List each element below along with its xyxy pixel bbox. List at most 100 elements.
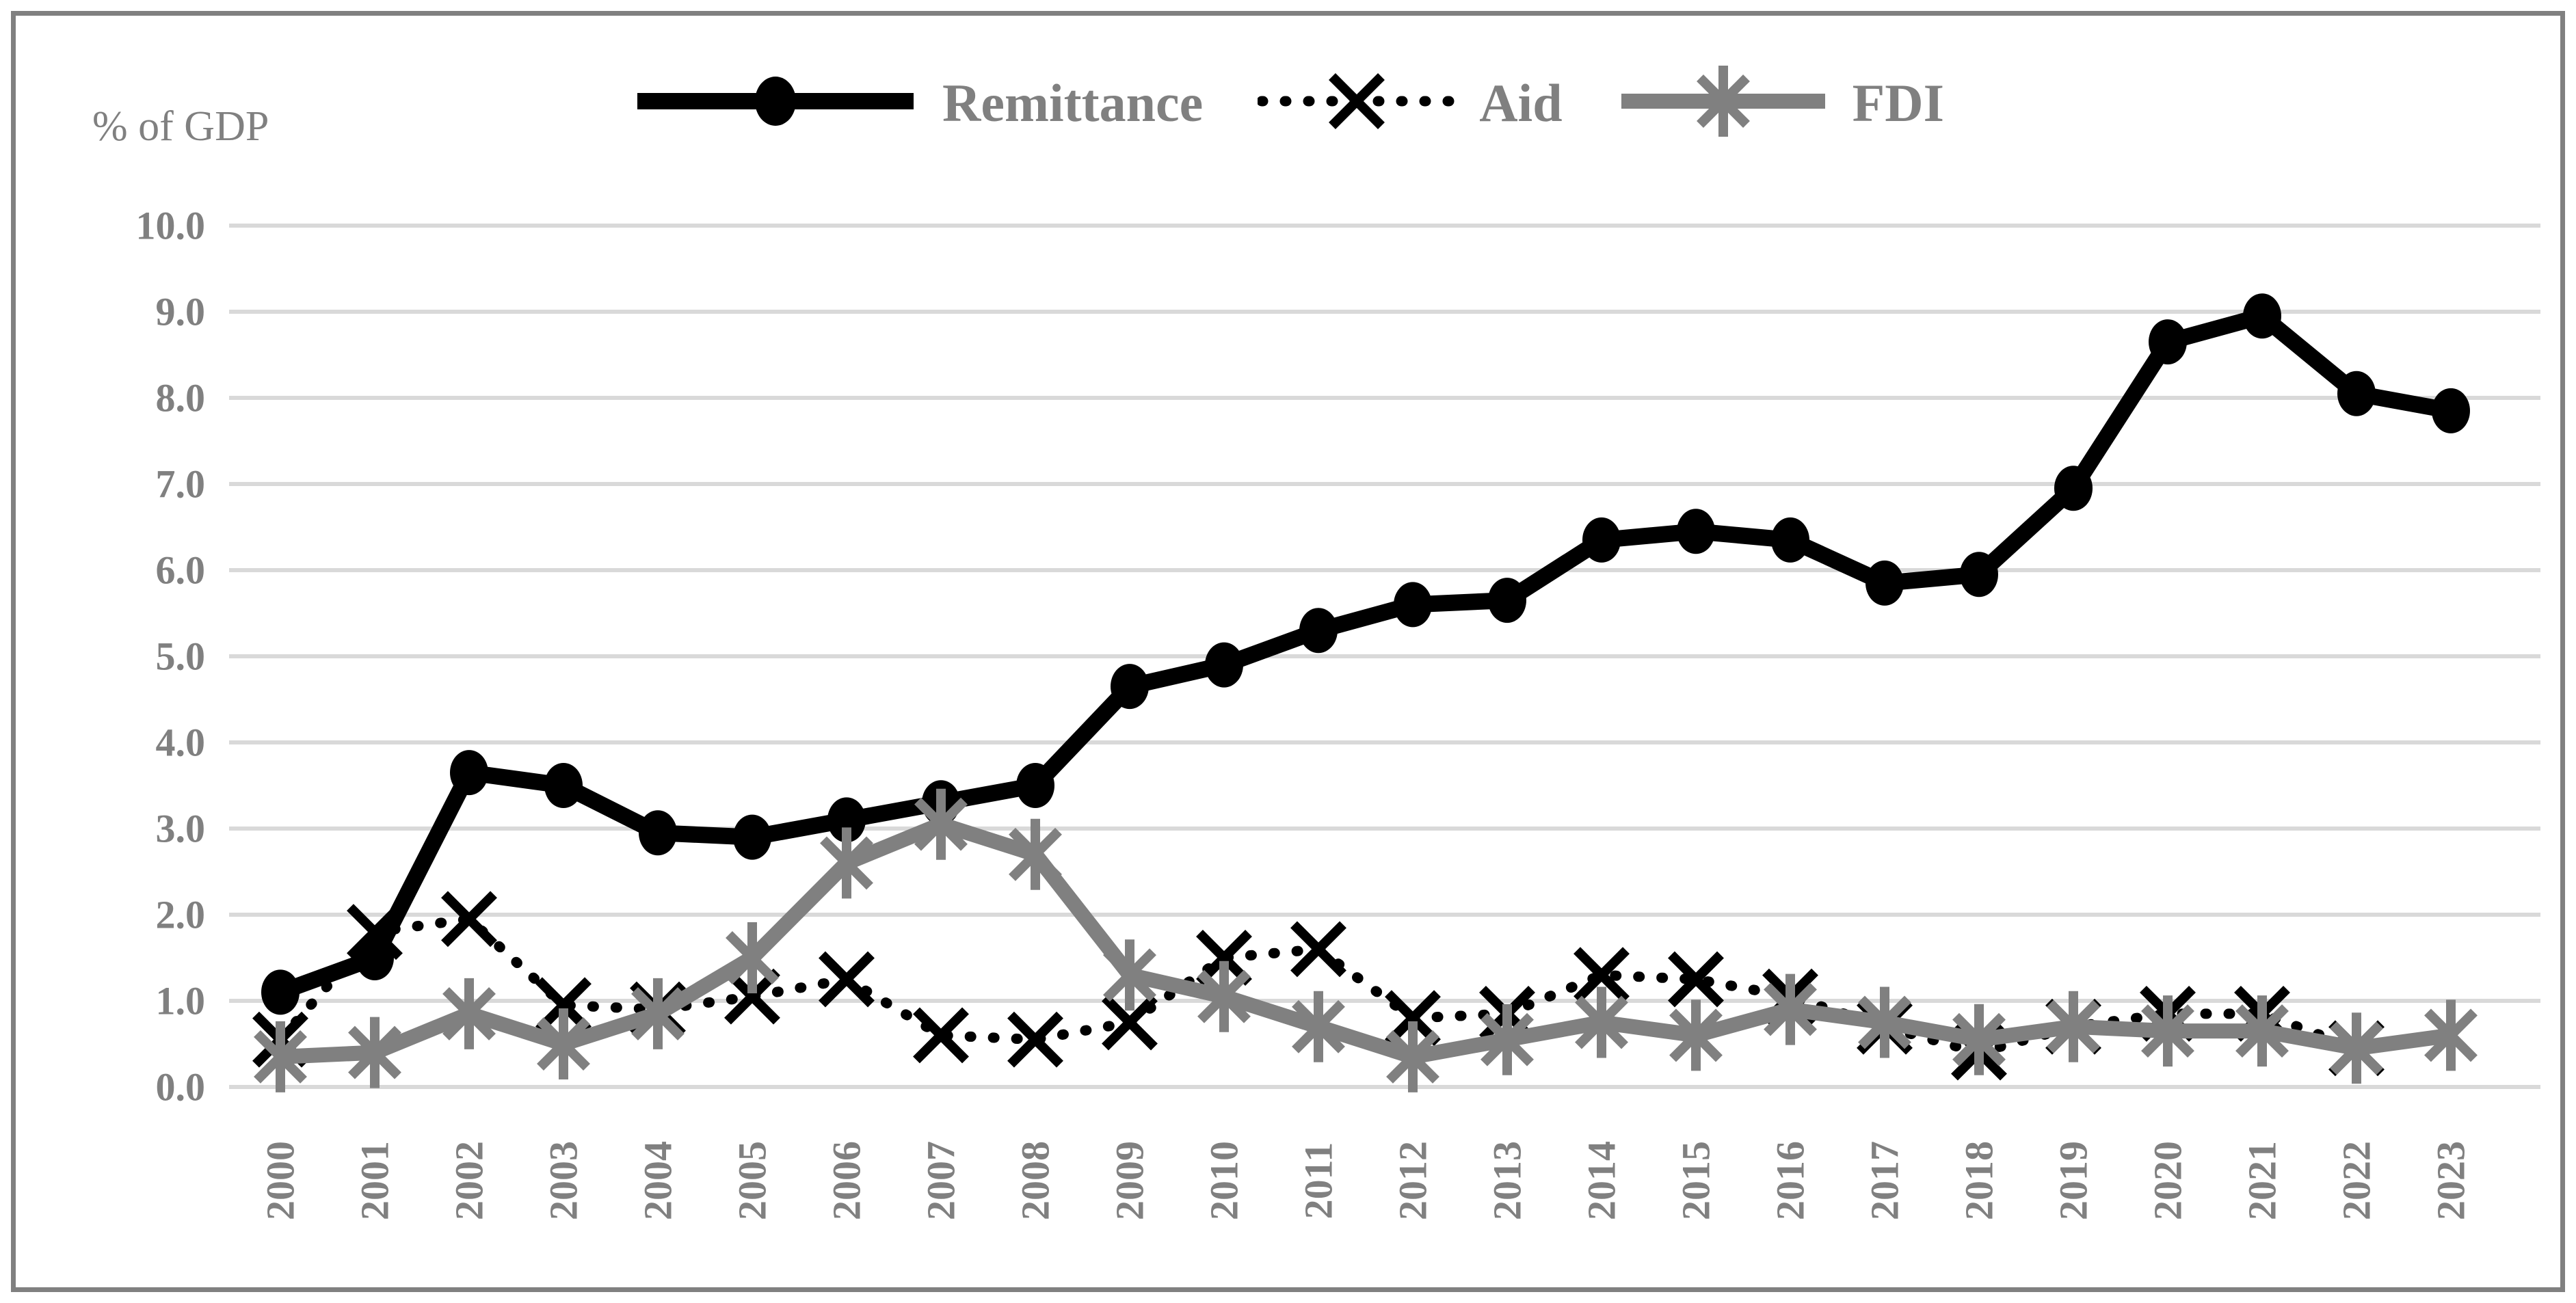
aid-marker <box>1668 951 1724 1008</box>
legend-label: Aid <box>1479 72 1563 133</box>
x-marker <box>1256 64 1457 142</box>
y-axis-tick-label: 1.0 <box>156 979 206 1023</box>
aid-marker <box>819 951 875 1008</box>
remittance-marker <box>1299 608 1338 654</box>
y-axis-tick-label: 5.0 <box>156 634 206 679</box>
fdi-marker <box>1386 1030 1439 1084</box>
fdi-marker <box>914 797 968 851</box>
remittance-marker <box>2243 293 2281 339</box>
fdi-marker <box>726 931 779 984</box>
x-axis-tick-label: 2012 <box>1391 1141 1435 1220</box>
legend-label: FDI <box>1852 72 1944 133</box>
fdi-marker <box>254 1030 307 1084</box>
remittance-marker <box>2054 466 2093 511</box>
x-axis-tick-label: 2008 <box>1013 1141 1058 1220</box>
remittance-marker <box>2149 319 2187 365</box>
y-axis-tick-label: 6.0 <box>156 548 206 593</box>
legend-label: Remittance <box>942 72 1204 133</box>
remittance-marker <box>1394 582 1432 628</box>
fdi-marker <box>1764 982 1817 1036</box>
remittance-marker <box>1488 578 1526 623</box>
fdi-line <box>280 816 2452 1064</box>
x-axis-tick-label: 2000 <box>258 1141 303 1220</box>
x-axis-tick-label: 2006 <box>825 1141 869 1220</box>
remittance-marker <box>1865 560 1904 606</box>
remittance-marker <box>1205 642 1243 688</box>
x-axis-tick-label: 2014 <box>1580 1141 1624 1220</box>
fdi-marker <box>348 1025 401 1079</box>
fdi-marker <box>1669 1008 1723 1062</box>
aid-marker <box>441 891 497 948</box>
aid-marker <box>913 1007 969 1064</box>
remittance-marker <box>1016 763 1054 808</box>
filled-circle-marker <box>632 64 919 142</box>
x-axis-tick-label: 2011 <box>1297 1142 1341 1220</box>
aid-marker <box>347 904 403 961</box>
x-axis-tick-label: 2010 <box>1202 1141 1247 1220</box>
aid-marker <box>1007 1011 1063 1068</box>
y-axis-title: % of GDP <box>92 103 269 150</box>
legend-item-aid: Aid <box>1256 64 1563 142</box>
fdi-marker <box>2235 1004 2289 1058</box>
fdi-marker <box>442 986 496 1040</box>
remittance-marker <box>261 969 300 1015</box>
y-axis-tick-label: 2.0 <box>156 893 206 937</box>
fdi-marker <box>1197 969 1251 1023</box>
fdi-marker <box>631 986 685 1040</box>
fdi-marker <box>2330 1021 2383 1075</box>
aid-marker <box>1290 921 1346 978</box>
chart-legend: Remittance Aid FDI <box>0 60 2576 146</box>
x-axis-tick-label: 2007 <box>919 1141 964 1220</box>
fdi-marker <box>1575 995 1628 1049</box>
x-axis-tick-label: 2023 <box>2429 1141 2473 1220</box>
fdi-marker <box>2424 1008 2478 1062</box>
x-axis-tick-label: 2009 <box>1108 1141 1152 1220</box>
remittance-marker <box>1582 517 1621 563</box>
x-axis-tick-label: 2003 <box>542 1141 586 1220</box>
y-axis-tick-label: 10.0 <box>136 204 206 248</box>
fdi-marker <box>1103 948 1156 1002</box>
fdi-marker <box>2047 999 2100 1053</box>
x-axis-tick-label: 2015 <box>1674 1141 1718 1220</box>
remittance-marker <box>2337 371 2376 416</box>
x-axis-tick-label: 2016 <box>1768 1141 1813 1220</box>
y-axis-tick-label: 0.0 <box>156 1065 206 1110</box>
remittance-marker <box>1677 509 1715 554</box>
remittance-marker <box>2432 388 2470 433</box>
remittance-marker <box>827 797 866 843</box>
x-axis-tick-label: 2021 <box>2240 1141 2285 1220</box>
fdi-marker <box>820 836 873 890</box>
remittance-marker <box>733 814 771 860</box>
y-axis-tick-label: 3.0 <box>156 807 206 851</box>
x-axis-tick-label: 2019 <box>2051 1141 2096 1220</box>
x-axis-tick-label: 2005 <box>730 1141 775 1220</box>
fdi-marker <box>1952 1012 2006 1066</box>
x-axis-tick-label: 2004 <box>636 1141 680 1220</box>
aid-marker <box>1102 994 1158 1051</box>
remittance-marker <box>1111 664 1149 710</box>
y-axis-tick-label: 7.0 <box>156 462 206 507</box>
fdi-marker <box>1858 995 1911 1049</box>
remittance-line <box>277 308 2453 1000</box>
legend-item-remittance: Remittance <box>632 64 1203 142</box>
fdi-marker <box>1480 1012 1534 1066</box>
x-axis-tick-label: 2020 <box>2146 1141 2190 1220</box>
asterisk-marker <box>1617 60 1829 146</box>
x-axis-tick-label: 2018 <box>1957 1141 2002 1220</box>
y-axis-tick-label: 9.0 <box>156 290 206 334</box>
fdi-marker <box>2141 1004 2194 1058</box>
x-axis-tick-label: 2017 <box>1863 1141 1907 1220</box>
aid-marker <box>1574 947 1630 1004</box>
remittance-marker <box>450 750 488 796</box>
fdi-marker <box>537 1017 590 1071</box>
x-axis-tick-label: 2022 <box>2335 1141 2379 1220</box>
remittance-marker <box>639 810 677 856</box>
fdi-marker <box>1292 999 1345 1053</box>
x-axis-tick-label: 2013 <box>1485 1141 1530 1220</box>
remittance-marker <box>1960 552 1998 597</box>
remittance-marker <box>1771 517 1809 563</box>
remittance-marker <box>544 763 583 808</box>
fdi-marker <box>1009 827 1062 881</box>
legend-item-fdi: FDI <box>1617 60 1944 146</box>
